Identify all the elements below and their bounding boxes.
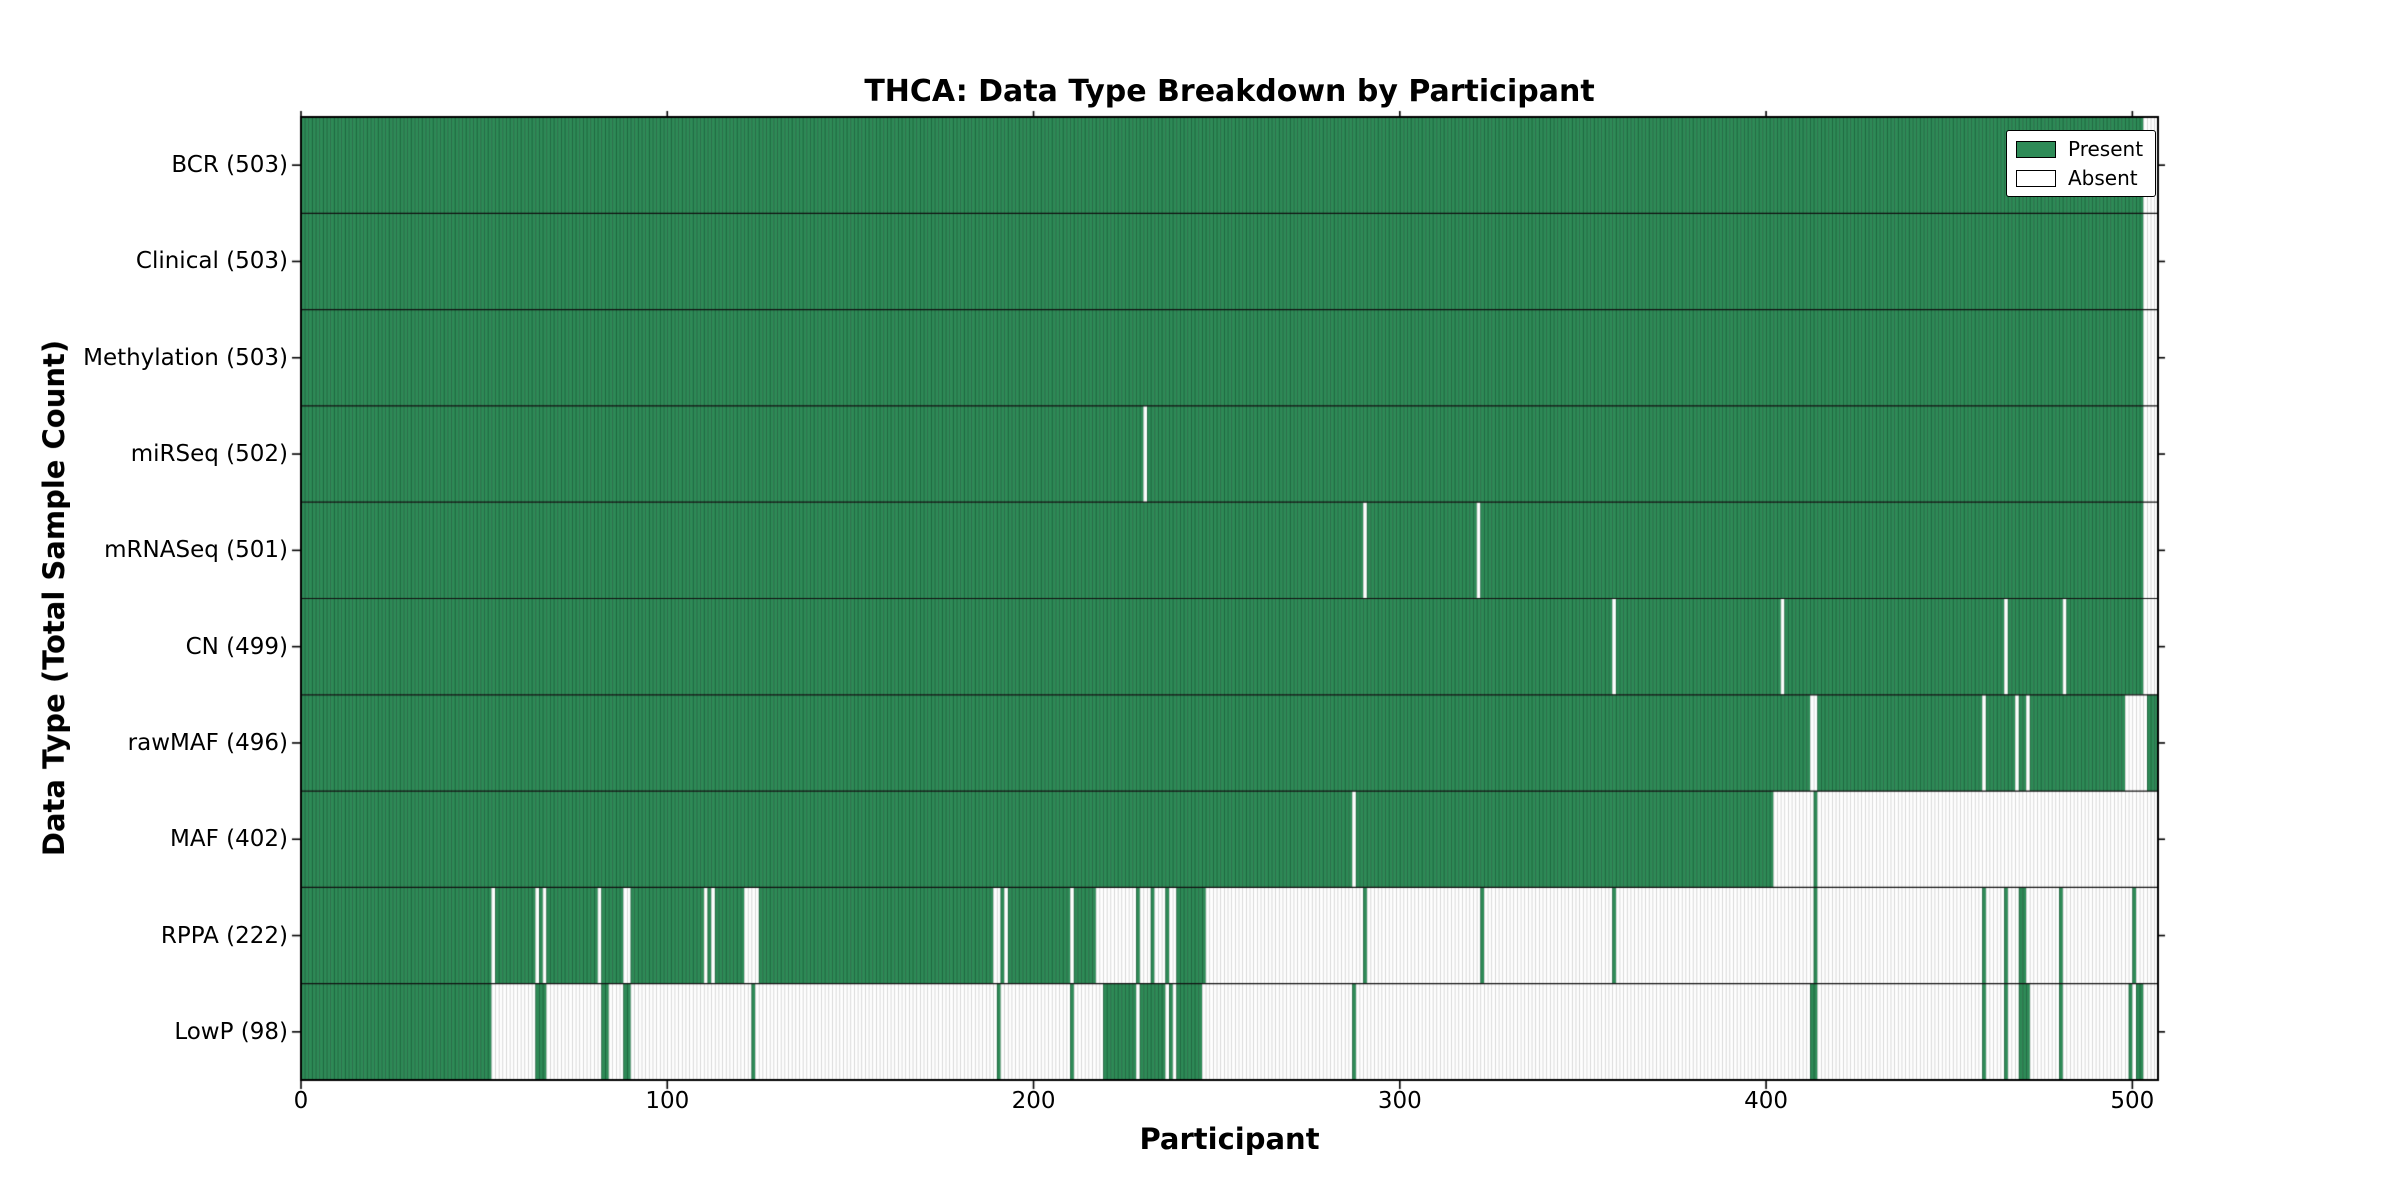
legend-item-present: Present [2016, 138, 2143, 160]
y-tick-label-rawMAF: rawMAF (496) [127, 729, 288, 756]
y-tick-label-LowP: LowP (98) [174, 1018, 288, 1045]
y-tick-label-mRNASeq: mRNASeq (501) [104, 537, 288, 564]
x-axis-label: Participant [1139, 1122, 1320, 1156]
y-tick-label-Methylation: Methylation (503) [83, 344, 288, 371]
y-tick-label-RPPA: RPPA (222) [160, 922, 288, 949]
legend-item-absent: Absent [2016, 167, 2143, 189]
y-tick-label-CN: CN (499) [185, 633, 288, 660]
x-tick-label-400: 400 [1744, 1088, 1789, 1114]
x-tick-label-500: 500 [2110, 1088, 2155, 1114]
legend-absent-label: Absent [2068, 166, 2138, 190]
y-tick-label-Clinical: Clinical (503) [135, 248, 288, 275]
legend-present-label: Present [2068, 137, 2144, 161]
y-tick-label-MAF: MAF (402) [170, 826, 288, 853]
y-tick-label-miRSeq: miRSeq (502) [130, 441, 288, 468]
x-tick-label-100: 100 [645, 1088, 690, 1114]
y-tick-label-BCR: BCR (503) [171, 152, 288, 179]
legend-present-swatch-icon [2016, 140, 2056, 158]
x-tick-label-300: 300 [1377, 1088, 1422, 1114]
chart-title: THCA: Data Type Breakdown by Participant [864, 74, 1595, 109]
x-tick-label-0: 0 [293, 1088, 309, 1114]
x-tick-label-200: 200 [1011, 1088, 1056, 1114]
legend: Present Absent [2006, 130, 2157, 197]
y-axis-label-text: Data Type (Total Sample Count) [37, 339, 71, 857]
legend-absent-swatch-icon [2016, 169, 2056, 187]
